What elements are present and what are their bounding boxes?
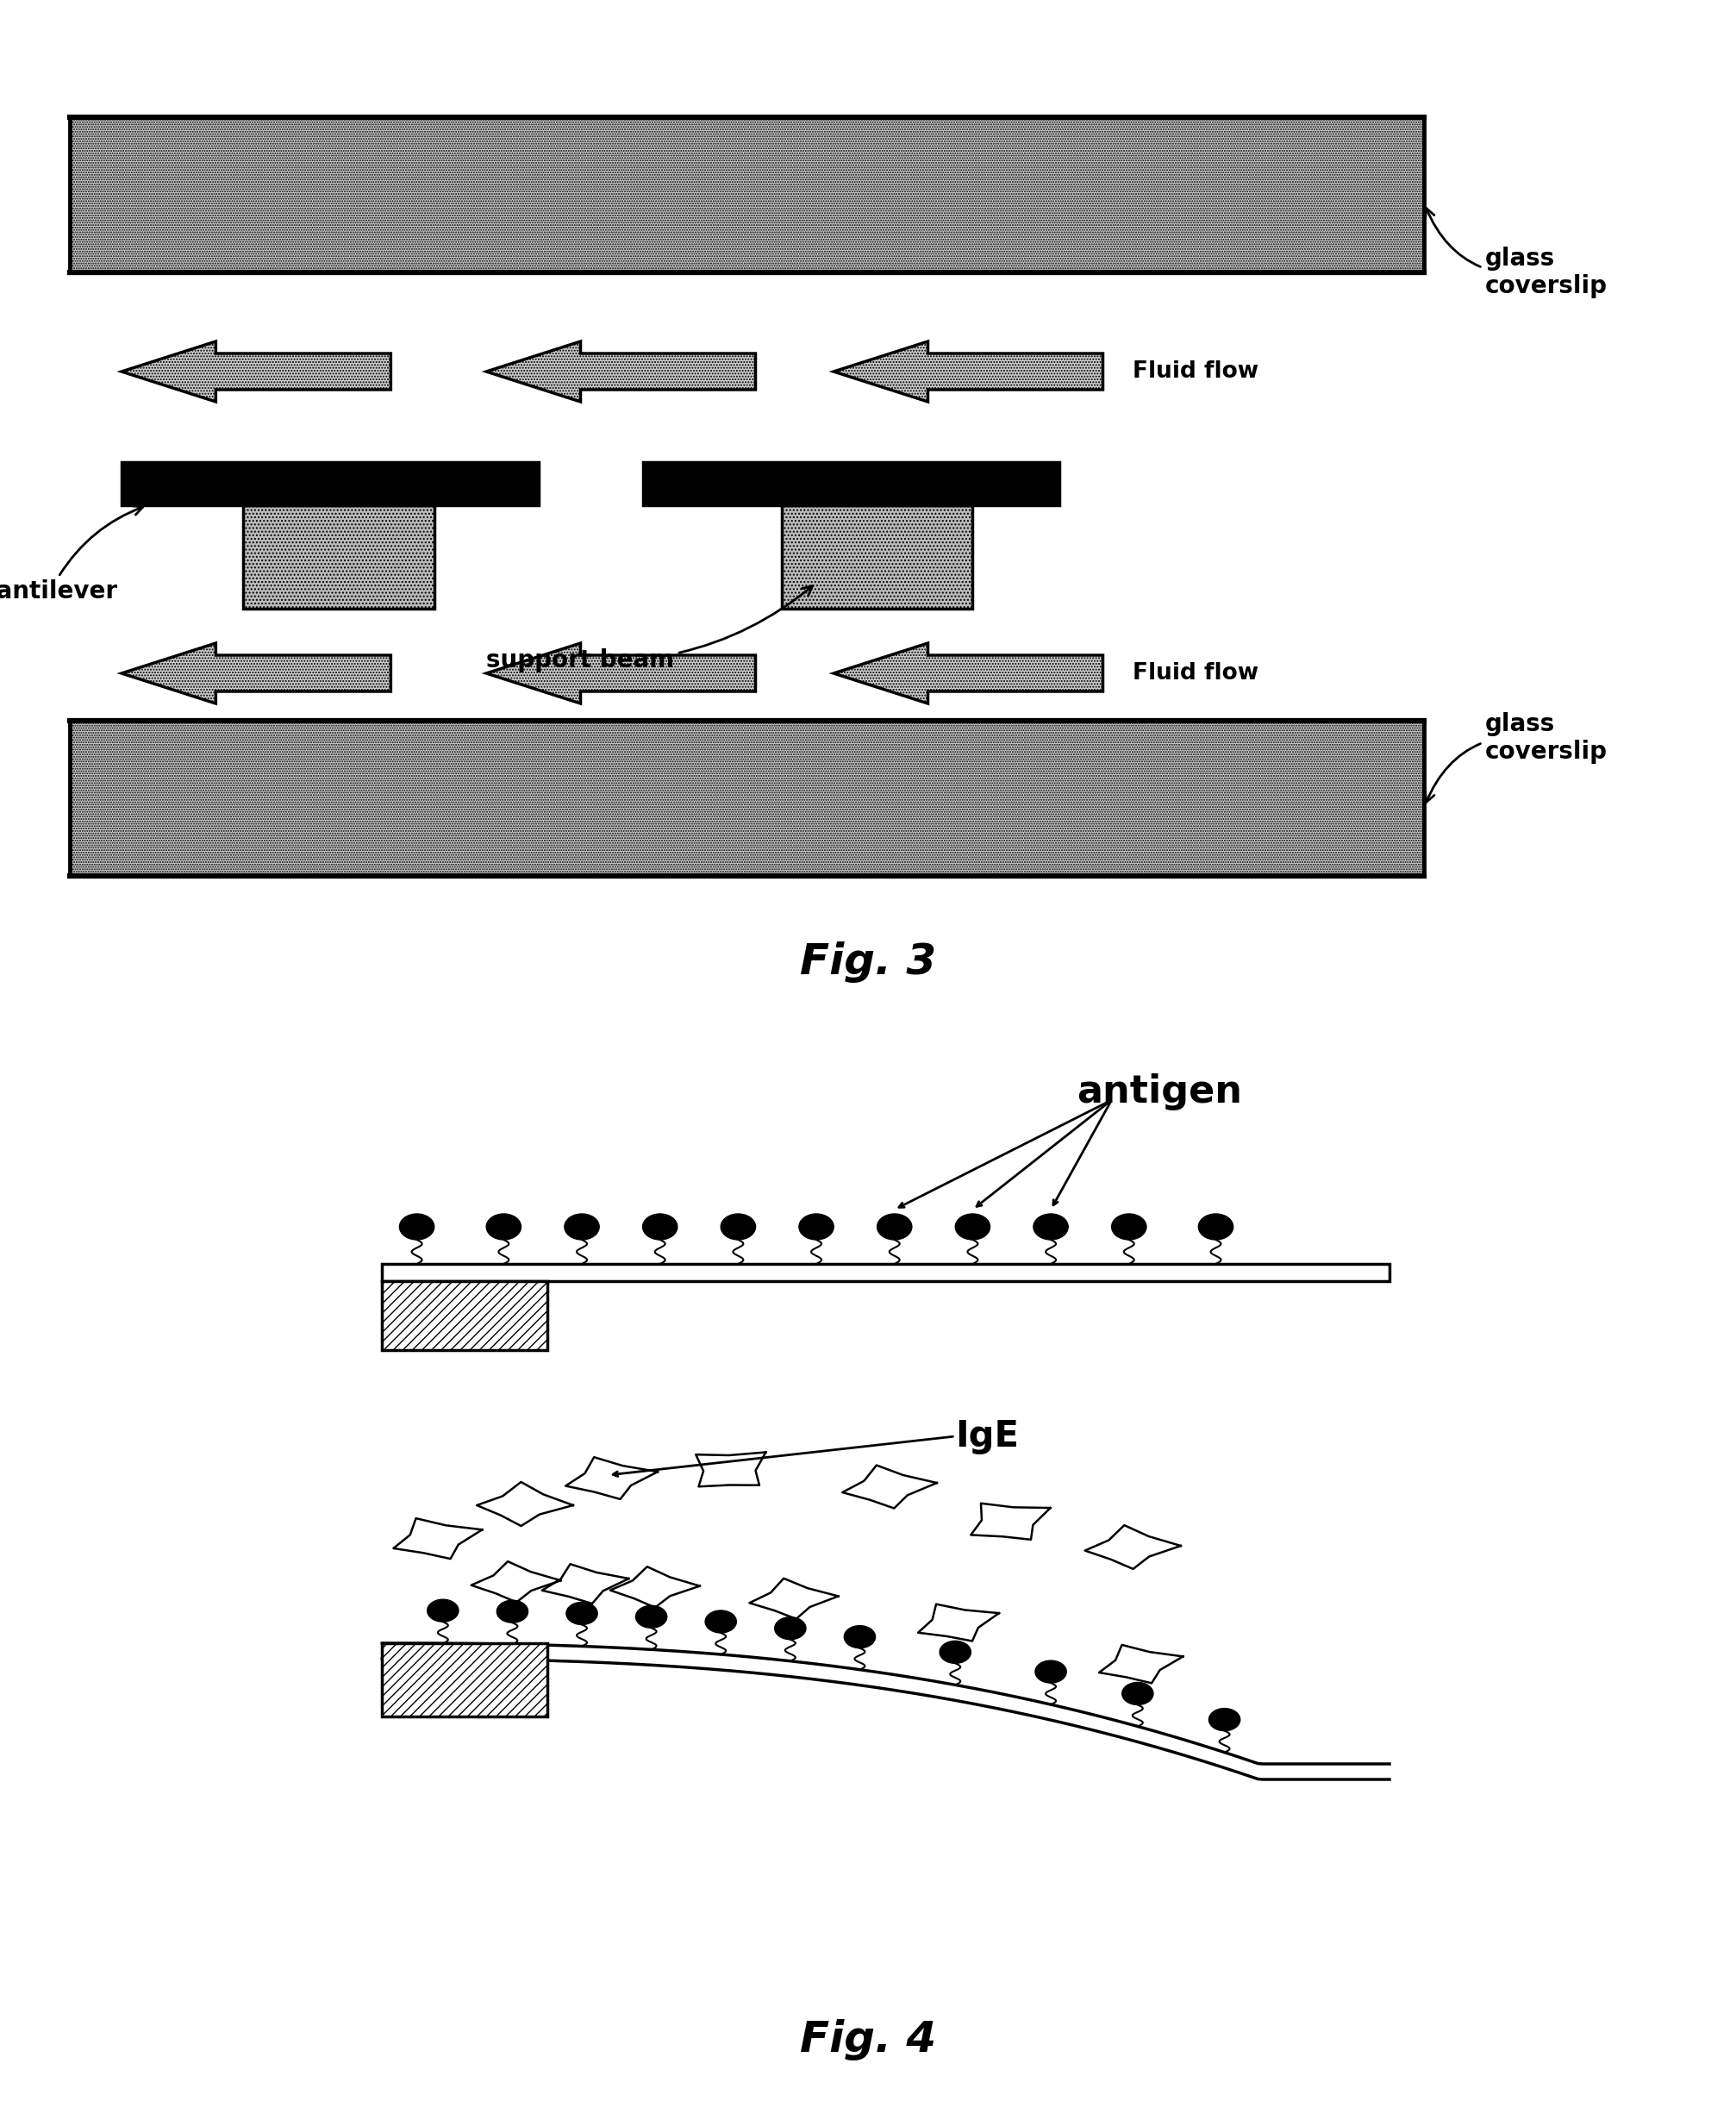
Ellipse shape xyxy=(1121,1682,1153,1705)
Text: glass
coverslip: glass coverslip xyxy=(1425,208,1606,298)
Ellipse shape xyxy=(1033,1214,1068,1239)
Text: glass
coverslip: glass coverslip xyxy=(1425,712,1606,802)
Ellipse shape xyxy=(496,1601,528,1622)
Ellipse shape xyxy=(774,1618,806,1639)
Ellipse shape xyxy=(642,1214,677,1239)
Bar xyxy=(781,506,972,608)
Ellipse shape xyxy=(1111,1214,1146,1239)
Text: support beam: support beam xyxy=(486,587,812,672)
Bar xyxy=(382,1263,1389,1282)
Bar xyxy=(69,721,1424,876)
Ellipse shape xyxy=(720,1214,755,1239)
Polygon shape xyxy=(486,342,755,402)
Ellipse shape xyxy=(1208,1709,1240,1731)
Ellipse shape xyxy=(1035,1660,1066,1684)
Polygon shape xyxy=(122,342,391,402)
Text: Fluid flow: Fluid flow xyxy=(1132,661,1259,685)
Ellipse shape xyxy=(705,1609,736,1633)
Ellipse shape xyxy=(844,1626,875,1648)
Bar xyxy=(382,1282,547,1350)
Ellipse shape xyxy=(877,1214,911,1239)
Bar xyxy=(382,1643,547,1716)
Bar xyxy=(69,117,1424,272)
Ellipse shape xyxy=(955,1214,990,1239)
Ellipse shape xyxy=(1198,1214,1233,1239)
Ellipse shape xyxy=(486,1214,521,1239)
Bar xyxy=(243,506,434,608)
Polygon shape xyxy=(122,644,391,704)
Text: Fluid flow: Fluid flow xyxy=(1132,361,1259,383)
Bar xyxy=(69,117,1424,272)
Text: Fig. 3: Fig. 3 xyxy=(800,942,936,982)
Polygon shape xyxy=(833,644,1102,704)
Ellipse shape xyxy=(399,1214,434,1239)
Bar xyxy=(122,461,538,506)
Bar xyxy=(243,506,434,608)
Text: cantilever: cantilever xyxy=(0,506,142,604)
Polygon shape xyxy=(486,644,755,704)
Ellipse shape xyxy=(566,1603,597,1624)
Bar xyxy=(382,1282,547,1350)
Text: IgE: IgE xyxy=(955,1418,1019,1454)
Bar xyxy=(382,1643,547,1716)
Ellipse shape xyxy=(939,1641,970,1663)
Text: Fig. 4: Fig. 4 xyxy=(800,2020,936,2060)
Bar xyxy=(781,506,972,608)
Ellipse shape xyxy=(564,1214,599,1239)
Ellipse shape xyxy=(635,1605,667,1629)
Bar xyxy=(69,721,1424,876)
Ellipse shape xyxy=(799,1214,833,1239)
Ellipse shape xyxy=(427,1599,458,1622)
Text: antigen: antigen xyxy=(1076,1074,1241,1110)
Polygon shape xyxy=(833,342,1102,402)
Bar xyxy=(642,461,1059,506)
